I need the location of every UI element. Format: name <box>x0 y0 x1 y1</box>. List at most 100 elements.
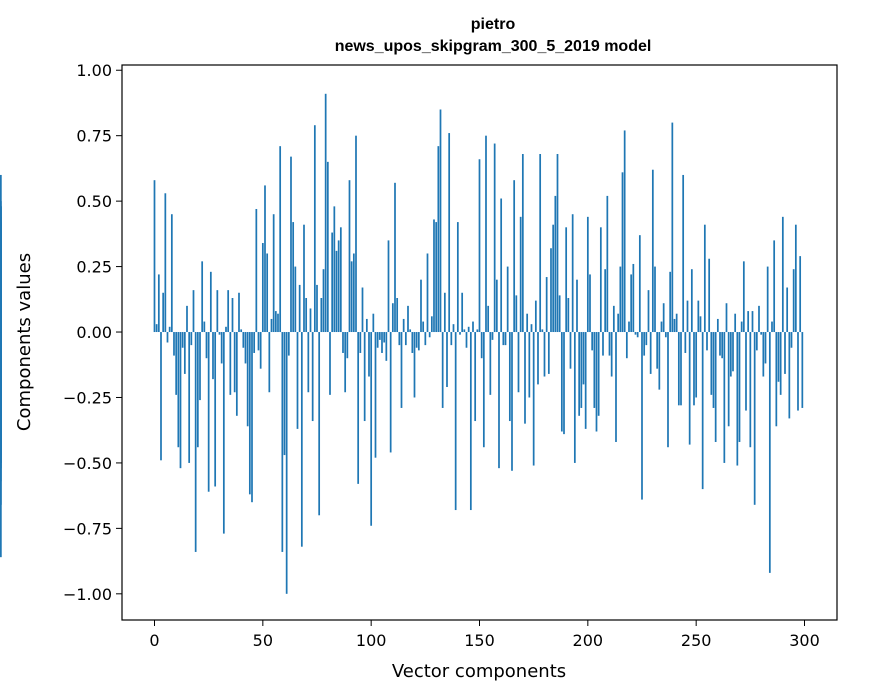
bar-undefined <box>0 332 2 416</box>
bar-131 <box>437 146 440 333</box>
bar-191 <box>567 298 570 333</box>
x-tick-label: 300 <box>789 631 820 650</box>
bar-228 <box>647 290 650 333</box>
y-tick-label: −0.75 <box>63 519 112 538</box>
bar-278 <box>755 332 758 351</box>
bar-286 <box>773 240 776 333</box>
bar-253 <box>701 332 704 490</box>
bar-4 <box>162 292 165 333</box>
bar-107 <box>385 332 388 361</box>
bar-227 <box>645 332 648 346</box>
x-axis-ticks: 0 50 100 150 200 250 300 <box>149 620 820 650</box>
bar-65 <box>294 266 297 333</box>
bar-82 <box>331 232 334 333</box>
bar-22 <box>201 261 204 333</box>
bar-68 <box>300 332 303 547</box>
bar-85 <box>337 240 340 333</box>
bar-175 <box>532 332 535 466</box>
bar-121 <box>415 332 418 348</box>
bar-undefined <box>0 174 2 333</box>
bar-282 <box>764 332 767 364</box>
bar-130 <box>435 222 438 333</box>
bar-269 <box>736 332 739 466</box>
bar-244 <box>682 174 685 333</box>
bar-20 <box>196 332 199 448</box>
bar-37 <box>233 332 236 393</box>
bar-31 <box>220 332 223 364</box>
x-tick-label: 50 <box>253 631 273 650</box>
bar-264 <box>725 303 728 333</box>
bar-194 <box>573 332 576 463</box>
bar-197 <box>580 332 583 408</box>
bar-83 <box>333 206 336 333</box>
bar-223 <box>636 332 639 338</box>
bar-74 <box>313 125 316 333</box>
bar-243 <box>680 332 682 406</box>
bar-135 <box>446 332 448 388</box>
bar-212 <box>612 305 615 333</box>
bar-55 <box>272 214 275 333</box>
bar-98 <box>365 318 368 333</box>
bar-132 <box>439 109 442 333</box>
bar-141 <box>459 332 461 335</box>
bar-214 <box>617 313 620 333</box>
x-tick-label: 200 <box>573 631 604 650</box>
bar-237 <box>667 332 669 448</box>
bar-99 <box>368 332 370 377</box>
bar-257 <box>710 332 713 395</box>
bar-66 <box>296 332 299 429</box>
bar-44 <box>248 332 251 495</box>
y-tick-label: 0.25 <box>76 258 112 277</box>
bar-15 <box>186 305 188 333</box>
bar-2 <box>157 274 160 333</box>
bar-248 <box>690 269 693 333</box>
bar-49 <box>259 332 262 369</box>
bar-295 <box>792 269 795 333</box>
bar-208 <box>604 269 607 333</box>
bar-114 <box>400 332 403 408</box>
bar-170 <box>521 154 524 333</box>
bar-38 <box>235 332 238 416</box>
bar-80 <box>326 161 329 333</box>
bar-126 <box>426 253 429 333</box>
bar-150 <box>478 159 481 333</box>
bar-25 <box>207 332 210 492</box>
bar-172 <box>526 313 529 333</box>
bar-97 <box>363 332 366 422</box>
bar-94 <box>357 332 360 484</box>
bar-102 <box>374 332 377 458</box>
bar-152 <box>482 332 485 448</box>
bar-167 <box>515 295 518 333</box>
bar-6 <box>166 332 169 343</box>
bar-110 <box>391 303 394 333</box>
bar-166 <box>513 180 516 333</box>
bar-112 <box>396 298 399 333</box>
bar-184 <box>552 224 555 333</box>
bars-group <box>0 93 804 594</box>
bar-266 <box>729 332 732 377</box>
bar-202 <box>591 332 594 351</box>
x-tick-label: 100 <box>356 631 387 650</box>
bar-233 <box>658 332 661 390</box>
bar-198 <box>582 332 585 385</box>
bar-60 <box>283 332 286 456</box>
bar-236 <box>664 332 667 338</box>
bar-187 <box>558 295 561 333</box>
bar-18 <box>192 290 195 333</box>
bar-193 <box>571 214 574 333</box>
bar-153 <box>485 135 487 333</box>
bar-160 <box>500 198 503 333</box>
bar-124 <box>422 321 425 333</box>
x-tick-label: 150 <box>464 631 495 650</box>
bar-125 <box>424 332 427 346</box>
bar-207 <box>602 332 604 356</box>
bar-179 <box>541 329 544 333</box>
bar-251 <box>697 300 700 333</box>
bar-222 <box>634 332 637 335</box>
bar-7 <box>168 326 171 333</box>
plot-frame <box>121 64 838 621</box>
bar-117 <box>407 305 409 333</box>
bar-146 <box>469 332 472 511</box>
bar-63 <box>290 156 292 333</box>
